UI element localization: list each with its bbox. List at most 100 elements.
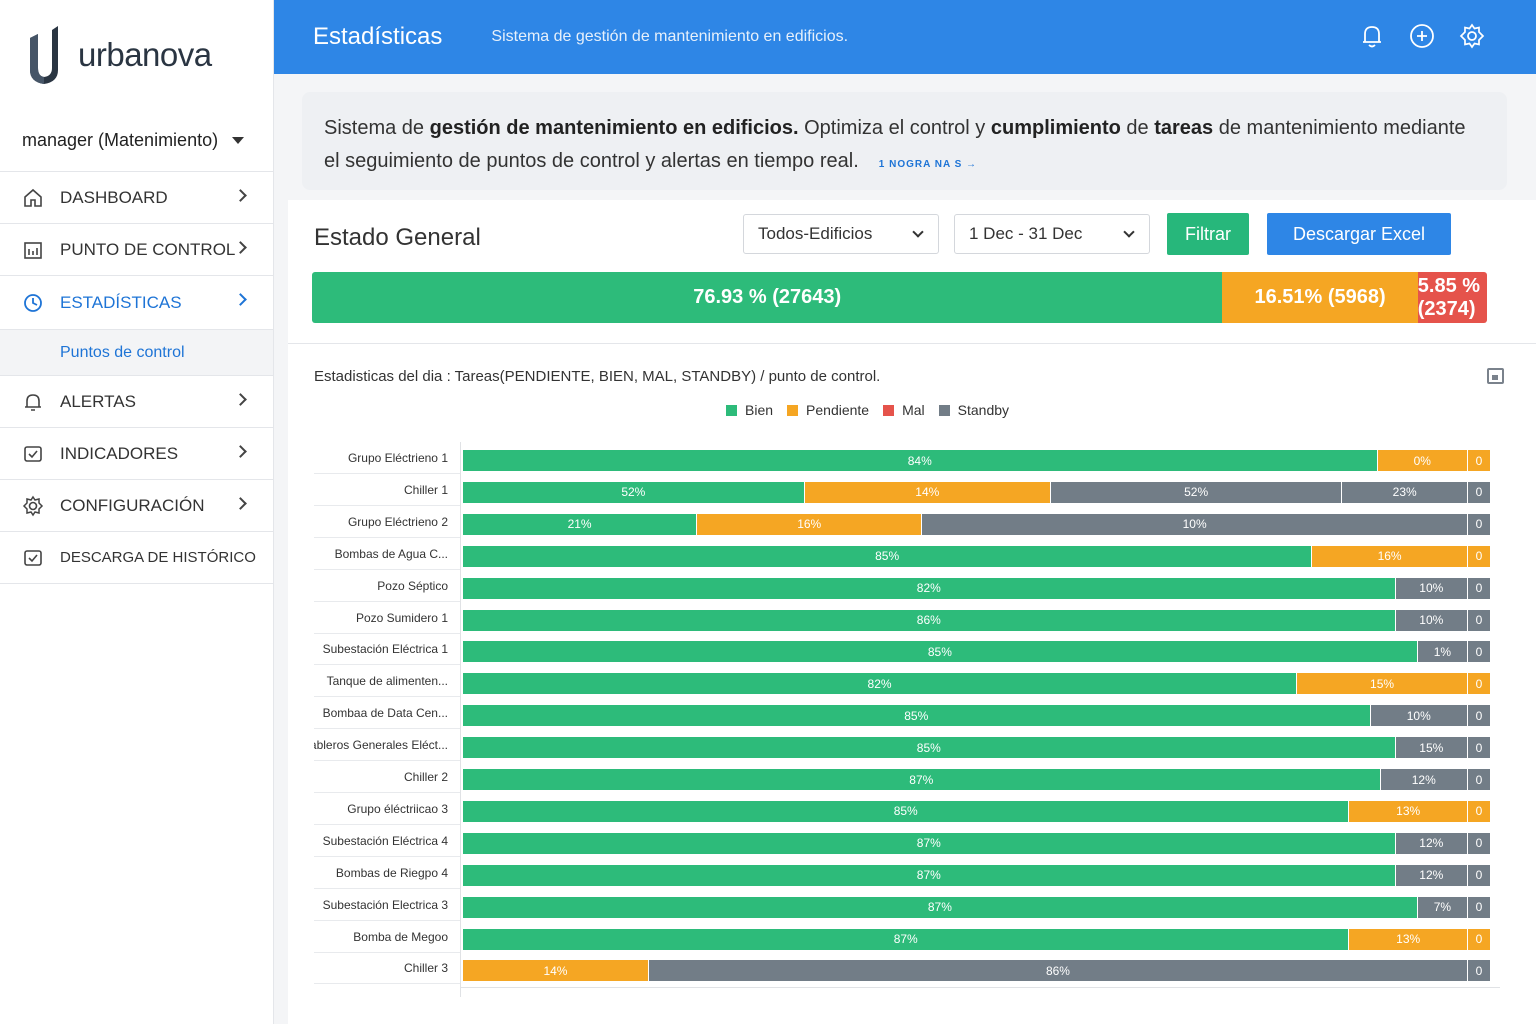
chart-row: Chiller 1 52% 14% 52% 23% 0 <box>314 474 1502 506</box>
divider <box>288 343 1536 344</box>
row-label: Pozo Séptico <box>377 578 448 593</box>
sidebar-item-indicadores[interactable]: INDICADORES <box>0 428 273 480</box>
stacked-bar[interactable]: 87% 12% 0 <box>463 832 1490 854</box>
intro-text: Sistema de <box>324 117 430 139</box>
bar-segment-standby[interactable]: 10% <box>1395 577 1468 599</box>
bar-segment-pendiente[interactable]: 14% <box>804 481 1051 503</box>
sidebar-item-dashboard[interactable]: DASHBOARD <box>0 172 273 224</box>
bar-segment-standby[interactable]: 10% <box>1395 609 1468 631</box>
bar-segment-bien[interactable]: 85% <box>463 641 1418 663</box>
bar-tail-value: 0 <box>1468 928 1490 950</box>
stacked-bar[interactable]: 86% 10% 0 <box>463 609 1490 631</box>
overall-segment: 76.93 % (27643) <box>312 272 1223 323</box>
stacked-bar[interactable]: 14% 86% 0 <box>463 960 1490 982</box>
bar-segment-standby[interactable]: 86% <box>648 960 1468 982</box>
legend-item[interactable]: Bien <box>726 402 773 418</box>
brand-logo[interactable]: urbanova <box>0 0 273 110</box>
legend-item[interactable]: Pendiente <box>787 402 869 418</box>
bar-segment-bien[interactable]: 86% <box>463 609 1396 631</box>
bar-segment-standby[interactable]: 10% <box>922 513 1468 535</box>
bar-segment-bien[interactable]: 21% <box>463 513 698 535</box>
sidebar-item-estadisticas[interactable]: ESTADÍSTICAS <box>0 276 273 330</box>
read-more-link[interactable]: 1 NOGRA NA S → <box>878 159 978 170</box>
bar-segment-pendiente[interactable]: 15% <box>1297 673 1468 695</box>
stacked-bar[interactable]: 52% 14% 52% 23% 0 <box>463 481 1490 503</box>
row-label: Tableros Generales Eléct... <box>314 738 448 753</box>
bar-segment-bien[interactable]: 85% <box>463 800 1350 822</box>
legend-item[interactable]: Standby <box>938 402 1009 418</box>
stacked-bar[interactable]: 82% 10% 0 <box>463 577 1490 599</box>
bar-segment-bien[interactable]: 85% <box>463 737 1396 759</box>
sidebar-item-label: DASHBOARD <box>60 187 168 207</box>
sidebar-subitem-puntos-de-control[interactable]: Puntos de control <box>0 330 273 376</box>
stacked-bar[interactable]: 87% 12% 0 <box>463 769 1490 790</box>
stacked-bar[interactable]: 87% 7% 0 <box>463 896 1490 918</box>
bar-segment-standby[interactable]: 15% <box>1395 737 1468 759</box>
bar-segment-pendiente[interactable]: 16% <box>1312 545 1468 567</box>
bar-segment-standby[interactable]: 1% <box>1417 641 1468 663</box>
download-excel-button[interactable]: Descargar Excel <box>1267 213 1451 255</box>
stacked-bar[interactable]: 85% 1% 0 <box>463 641 1490 663</box>
bar-tail-value: 0 <box>1468 769 1490 790</box>
bar-segment-standby[interactable]: 10% <box>1370 705 1468 727</box>
row-gridline <box>314 568 460 570</box>
bar-segment-bien[interactable]: 87% <box>463 864 1396 886</box>
bar-segment-bien[interactable]: 85% <box>463 705 1371 727</box>
sidebar-item-punto-de-control[interactable]: PUNTO DE CONTROL <box>0 224 273 276</box>
stacked-bar[interactable]: 85% 13% 0 <box>463 800 1490 822</box>
bar-tail-value: 0 <box>1468 641 1490 663</box>
stacked-bar[interactable]: 87% 12% 0 <box>463 864 1490 886</box>
sidebar-item-descarga-historico[interactable]: DESCARGA DE HISTÓRICO <box>0 532 273 584</box>
bar-segment-bien[interactable]: 84% <box>463 450 1378 471</box>
chevron-right-icon <box>234 445 247 458</box>
stacked-bar[interactable]: 21% 16% 10% 0 <box>463 513 1490 535</box>
bar-segment-pendiente[interactable]: 13% <box>1349 800 1468 822</box>
row-gridline <box>314 887 460 889</box>
building-select[interactable]: Todos-Edificios <box>743 214 939 254</box>
bell-icon <box>22 391 44 413</box>
row-gridline <box>314 760 460 762</box>
stacked-bar[interactable]: 84% 0% 0 <box>463 450 1490 471</box>
row-gridline <box>314 728 460 730</box>
bar-segment-standby[interactable]: 12% <box>1395 832 1468 854</box>
bar-segment-standby[interactable]: 12% <box>1395 864 1468 886</box>
bar-segment-pendiente[interactable]: 0% <box>1377 450 1468 471</box>
bar-segment-bien[interactable]: 87% <box>463 832 1396 854</box>
add-circle-icon[interactable] <box>1408 22 1436 50</box>
user-role-dropdown[interactable]: manager (Matenimiento) <box>0 110 273 172</box>
chevron-right-icon <box>234 189 247 202</box>
filter-button[interactable]: Filtrar <box>1167 213 1249 255</box>
bar-segment-standby[interactable]: 12% <box>1380 769 1468 790</box>
intro-description: Sistema de gestión de mantenimiento en e… <box>302 92 1507 190</box>
bar-segment-standby[interactable]: 7% <box>1417 896 1468 918</box>
bar-segment-bien[interactable]: 52% <box>463 481 805 503</box>
bar-segment-bien[interactable]: 82% <box>463 673 1298 695</box>
sidebar-item-label: CONFIGURACIÓN <box>60 495 205 515</box>
sidebar-item-configuracion[interactable]: CONFIGURACIÓN <box>0 480 273 532</box>
expand-icon[interactable] <box>1487 368 1504 384</box>
bar-segment-standby[interactable]: 23% <box>1342 481 1468 503</box>
bar-segment-bien[interactable]: 85% <box>463 545 1313 567</box>
bell-icon[interactable] <box>1358 22 1386 50</box>
legend-swatch <box>787 404 799 416</box>
legend-item[interactable]: Mal <box>883 402 925 418</box>
sidebar-item-alertas[interactable]: ALERTAS <box>0 376 273 428</box>
row-gridline <box>314 696 460 698</box>
bar-segment-bien[interactable]: 82% <box>463 577 1396 599</box>
stacked-bar[interactable]: 85% 10% 0 <box>463 705 1490 727</box>
bar-segment-bien[interactable]: 87% <box>463 769 1381 790</box>
bar-segment-bien[interactable]: 87% <box>463 928 1350 950</box>
bar-segment-pendiente[interactable]: 16% <box>697 513 923 535</box>
bar-segment-pendiente[interactable]: 13% <box>1349 928 1468 950</box>
settings-icon[interactable] <box>1458 22 1486 50</box>
stacked-bar[interactable]: 82% 15% 0 <box>463 673 1490 695</box>
stacked-bar[interactable]: 85% 16% 0 <box>463 545 1490 567</box>
date-range-select[interactable]: 1 Dec - 31 Dec <box>954 214 1150 254</box>
stacked-bar[interactable]: 85% 15% 0 <box>463 737 1490 759</box>
stacked-bar[interactable]: 87% 13% 0 <box>463 928 1490 950</box>
bar-segment-pendiente[interactable]: 14% <box>463 960 649 982</box>
bar-segment-bien[interactable]: 87% <box>463 896 1418 918</box>
bar-tail-value: 0 <box>1468 800 1490 822</box>
bar-tail-value: 0 <box>1468 450 1490 471</box>
bar-segment-standby[interactable]: 52% <box>1050 481 1343 503</box>
